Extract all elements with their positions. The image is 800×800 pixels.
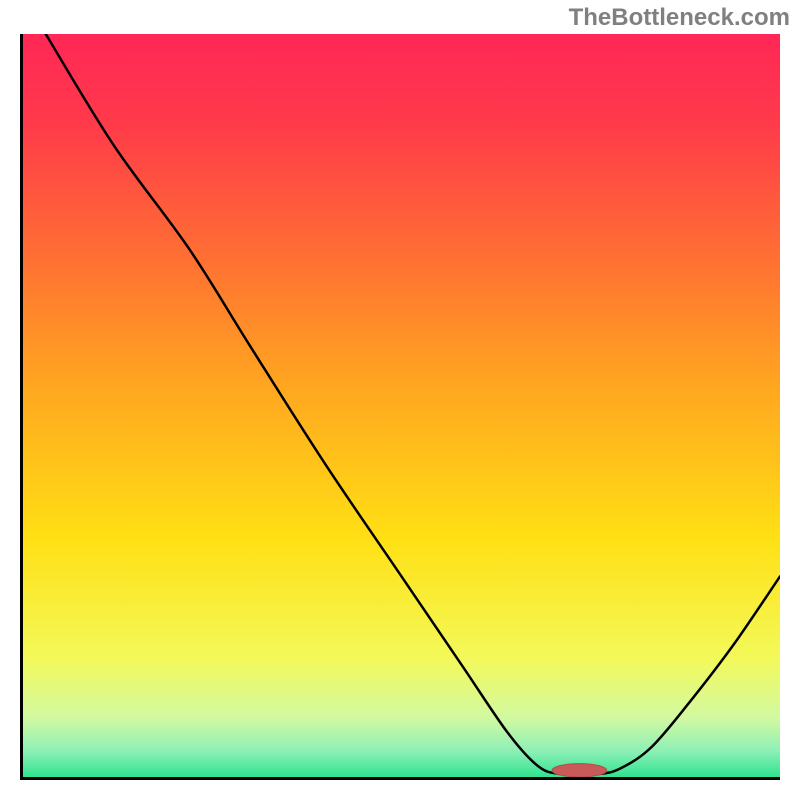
watermark-text: TheBottleneck.com: [569, 4, 790, 32]
bottleneck-chart: [20, 34, 780, 780]
chart-container: TheBottleneck.com: [0, 0, 800, 800]
chart-svg: [20, 34, 780, 780]
